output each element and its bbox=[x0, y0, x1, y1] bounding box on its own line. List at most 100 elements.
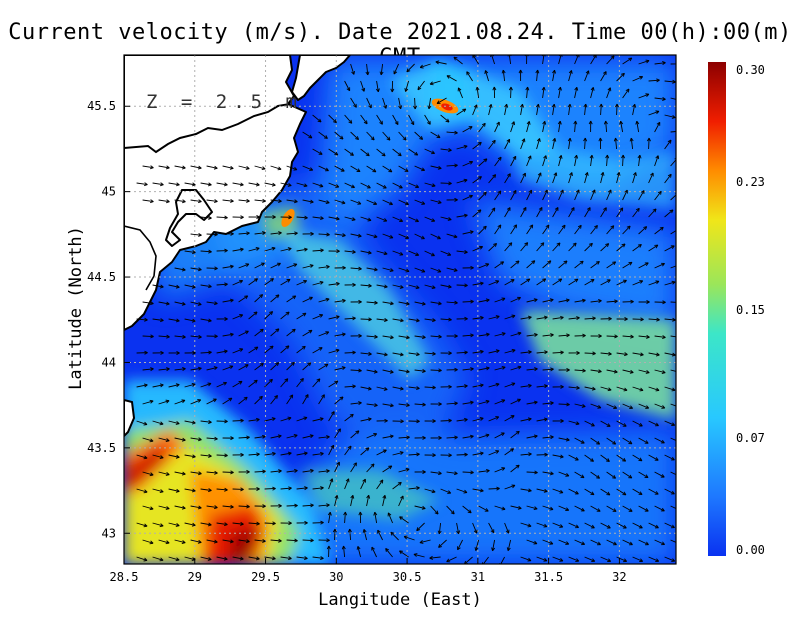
velocity-arrow bbox=[638, 539, 649, 546]
x-tick-label: 32 bbox=[612, 570, 626, 584]
velocity-arrowhead bbox=[581, 298, 586, 303]
velocity-arrow bbox=[430, 301, 442, 305]
velocity-arrowhead bbox=[480, 349, 484, 354]
velocity-arrowhead bbox=[214, 505, 218, 510]
velocity-arrow bbox=[318, 199, 330, 204]
velocity-arrowhead bbox=[144, 182, 148, 187]
velocity-arrow bbox=[238, 232, 250, 235]
velocity-arrowhead bbox=[470, 470, 474, 475]
velocity-arrowhead bbox=[610, 55, 615, 60]
velocity-arrow bbox=[615, 138, 618, 150]
velocity-arrow bbox=[334, 131, 344, 140]
velocity-arrow bbox=[456, 419, 468, 422]
velocity-arrowhead bbox=[159, 489, 164, 493]
velocity-arrowhead bbox=[197, 399, 202, 403]
velocity-arrow bbox=[376, 148, 386, 157]
velocity-arrow bbox=[654, 155, 659, 167]
velocity-arrowhead bbox=[676, 228, 679, 231]
velocity-arrow bbox=[398, 131, 407, 141]
velocity-arrow bbox=[446, 233, 458, 238]
velocity-arrowhead bbox=[654, 457, 659, 461]
velocity-arrowhead bbox=[469, 194, 473, 199]
velocity-arrow bbox=[654, 263, 665, 269]
velocity-arrowhead bbox=[543, 523, 548, 528]
plot-frame bbox=[123, 54, 677, 565]
velocity-arrow bbox=[552, 316, 564, 320]
velocity-arrow bbox=[568, 242, 577, 252]
velocity-arrow bbox=[136, 556, 148, 561]
velocity-arrowhead bbox=[485, 298, 490, 303]
velocity-arrow bbox=[600, 386, 612, 391]
velocity-arrowhead bbox=[586, 207, 591, 212]
velocity-arrowhead bbox=[565, 437, 570, 442]
velocity-arrowhead bbox=[410, 121, 415, 126]
velocity-arrowhead bbox=[603, 207, 607, 212]
velocity-arrowhead bbox=[538, 207, 543, 211]
velocity-arrowhead bbox=[464, 384, 468, 389]
velocity-arrowhead bbox=[357, 233, 362, 238]
velocity-arrow bbox=[654, 122, 661, 133]
velocity-arrowhead bbox=[288, 486, 292, 491]
velocity-arrowhead bbox=[533, 434, 538, 439]
velocity-arrowhead bbox=[365, 152, 370, 157]
velocity-arrow bbox=[622, 261, 633, 269]
velocity-arrow bbox=[590, 369, 602, 373]
velocity-arrowhead bbox=[399, 218, 404, 223]
velocity-arrowhead bbox=[448, 418, 452, 423]
velocity-arrow bbox=[430, 369, 442, 371]
velocity-arrowhead bbox=[214, 199, 218, 204]
velocity-arrow bbox=[520, 384, 532, 388]
velocity-arrowhead bbox=[432, 318, 436, 323]
velocity-arrow bbox=[222, 299, 234, 303]
velocity-arrowhead bbox=[427, 105, 432, 110]
velocity-arrow bbox=[664, 556, 675, 562]
velocity-arrowhead bbox=[382, 449, 387, 454]
velocity-arrow bbox=[232, 280, 243, 286]
velocity-arrow bbox=[200, 420, 212, 423]
velocity-arrowhead bbox=[596, 508, 601, 512]
velocity-arrow bbox=[152, 488, 164, 493]
velocity-arrow bbox=[206, 233, 218, 236]
velocity-arrowhead bbox=[560, 315, 564, 320]
velocity-arrow bbox=[504, 382, 516, 388]
velocity-arrow bbox=[350, 165, 361, 172]
velocity-arrow bbox=[494, 224, 502, 235]
velocity-arrowhead bbox=[175, 383, 180, 388]
velocity-arrow bbox=[456, 250, 468, 253]
velocity-arrowhead bbox=[544, 350, 548, 355]
velocity-arrowhead bbox=[671, 352, 676, 357]
velocity-arrow bbox=[318, 504, 330, 507]
velocity-arrow bbox=[510, 464, 520, 473]
velocity-arrow bbox=[456, 351, 468, 354]
velocity-arrowhead bbox=[463, 489, 468, 494]
hotspot-coast bbox=[281, 208, 295, 228]
velocity-arrowhead bbox=[358, 511, 363, 516]
x-tick-label: 29 bbox=[188, 570, 202, 584]
velocity-arrow bbox=[376, 386, 388, 391]
velocity-arrow bbox=[158, 335, 170, 338]
velocity-arrowhead bbox=[464, 452, 468, 457]
velocity-arrowhead bbox=[638, 524, 643, 529]
velocity-arrowhead bbox=[316, 378, 321, 383]
velocity-arrowhead bbox=[577, 224, 582, 229]
velocity-arrowhead bbox=[630, 334, 634, 339]
velocity-arrow bbox=[632, 104, 636, 116]
velocity-arrowhead bbox=[477, 141, 482, 146]
velocity-arrowhead bbox=[275, 294, 280, 299]
velocity-arrow bbox=[536, 104, 539, 116]
velocity-arrow bbox=[248, 522, 260, 525]
velocity-arrow bbox=[590, 261, 600, 269]
velocity-arrowhead bbox=[650, 172, 654, 177]
velocity-arrow bbox=[264, 453, 276, 456]
velocity-arrowhead bbox=[191, 182, 196, 187]
velocity-arrowhead bbox=[224, 522, 228, 527]
velocity-arrow bbox=[584, 207, 591, 218]
velocity-arrowhead bbox=[403, 535, 408, 540]
velocity-arrow bbox=[600, 454, 610, 462]
velocity-arrow bbox=[174, 399, 186, 405]
velocity-arrowhead bbox=[656, 121, 661, 126]
velocity-arrow bbox=[216, 556, 228, 560]
velocity-arrowhead bbox=[319, 183, 324, 188]
velocity-arrow bbox=[200, 556, 212, 561]
velocity-arrow bbox=[430, 165, 442, 169]
